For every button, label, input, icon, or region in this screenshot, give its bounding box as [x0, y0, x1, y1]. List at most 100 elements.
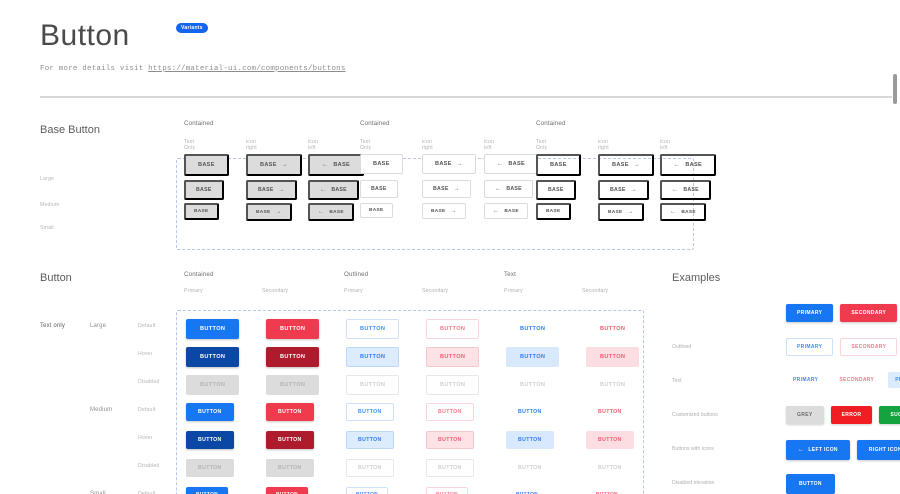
example-button[interactable]: PRIMARY — [786, 372, 825, 388]
matrix-button[interactable]: BUTTON — [346, 459, 394, 477]
example-button[interactable]: PRIMARY — [888, 372, 900, 388]
example-button[interactable]: GREY — [786, 406, 824, 424]
base-button[interactable]: BASE → — [598, 203, 644, 221]
docs-link[interactable]: https://material-ui.com/components/butto… — [148, 65, 346, 73]
base-button[interactable]: BASE → — [598, 180, 649, 200]
matrix-button[interactable]: BUTTON — [506, 487, 548, 494]
matrix-button[interactable]: BUTTON — [586, 403, 634, 421]
matrix-button[interactable]: BUTTON — [426, 347, 480, 367]
example-button-label: SECONDARY — [851, 310, 887, 316]
base-button[interactable]: BASE — [184, 180, 224, 200]
example-button[interactable]: SECONDARY — [840, 338, 898, 356]
matrix-button[interactable]: BUTTON — [586, 459, 634, 477]
base-button-label: BASE — [681, 209, 696, 215]
matrix-button[interactable]: BUTTON — [266, 459, 314, 477]
vertical-scrollbar[interactable] — [892, 0, 899, 494]
matrix-button[interactable]: BUTTON — [266, 375, 320, 395]
matrix-button[interactable]: BUTTON — [186, 459, 234, 477]
button-group-title: Outlined — [344, 271, 369, 278]
scrollbar-thumb[interactable] — [893, 74, 897, 104]
matrix-button[interactable]: BUTTON — [426, 319, 480, 339]
example-button[interactable]: SECONDARY — [840, 304, 898, 322]
matrix-button[interactable]: BUTTON — [346, 403, 394, 421]
base-button[interactable]: BASE — [536, 180, 576, 200]
base-button[interactable]: BASE — [360, 154, 403, 174]
matrix-button[interactable]: BUTTON — [346, 319, 400, 339]
matrix-button[interactable]: BUTTON — [426, 459, 474, 477]
base-button-label: BASE — [331, 187, 347, 193]
base-button[interactable]: ← BASE — [660, 154, 717, 176]
example-button[interactable]: PRIMARY — [786, 338, 834, 356]
base-button[interactable]: BASE — [360, 203, 393, 218]
matrix-button[interactable]: BUTTON — [506, 431, 554, 449]
base-button[interactable]: BASE — [184, 154, 229, 176]
matrix-button[interactable]: BUTTON — [586, 319, 639, 339]
matrix-button[interactable]: BUTTON — [586, 487, 628, 494]
example-button-label: GREY — [797, 412, 813, 418]
matrix-button[interactable]: BUTTON — [186, 431, 234, 449]
base-button[interactable]: BASE — [536, 203, 571, 220]
button-guide-box — [176, 310, 644, 494]
example-button[interactable]: SUCCESS — [879, 406, 900, 424]
example-button[interactable]: PRIMARY — [786, 304, 834, 322]
example-button[interactable]: RIGHT ICON→ — [856, 440, 900, 460]
base-button[interactable]: BASE → — [246, 180, 297, 200]
matrix-button[interactable]: BUTTON — [426, 375, 480, 395]
matrix-button[interactable]: BUTTON — [506, 403, 554, 421]
base-button[interactable]: ← BASE — [484, 180, 533, 198]
base-button-label: BASE — [194, 209, 209, 214]
base-button[interactable]: ← BASE — [660, 180, 711, 200]
base-button[interactable]: BASE — [184, 203, 219, 220]
matrix-button[interactable]: BUTTON — [266, 487, 308, 494]
base-button[interactable]: ← BASE — [308, 180, 359, 200]
button-state-label: Hover — [138, 435, 153, 441]
matrix-button[interactable]: BUTTON — [266, 431, 314, 449]
matrix-button[interactable]: BUTTON — [426, 431, 474, 449]
base-button[interactable]: ← BASE — [484, 203, 528, 219]
matrix-button[interactable]: BUTTON — [586, 375, 639, 395]
base-button[interactable]: BASE → — [246, 154, 303, 176]
matrix-button[interactable]: BUTTON — [186, 403, 234, 421]
example-button[interactable]: ERROR — [830, 406, 873, 424]
matrix-button[interactable]: BUTTON — [506, 347, 560, 367]
matrix-button[interactable]: BUTTON — [346, 347, 400, 367]
base-button[interactable]: ← BASE — [484, 154, 539, 174]
page-header: Button Variants For more details visit h… — [40, 18, 346, 73]
matrix-button[interactable]: BUTTON — [266, 403, 314, 421]
base-button[interactable]: BASE — [536, 154, 581, 176]
example-button[interactable]: ← LEFT ICON — [786, 440, 850, 460]
matrix-button[interactable]: BUTTON — [186, 319, 240, 339]
base-button[interactable]: BASE → — [422, 180, 471, 198]
base-button[interactable]: BASE — [360, 180, 398, 198]
matrix-button[interactable]: BUTTON — [506, 459, 554, 477]
base-section-title: Base Button — [40, 124, 100, 136]
example-button[interactable]: SECONDARY — [832, 372, 881, 388]
matrix-button[interactable]: BUTTON — [186, 487, 228, 494]
base-button[interactable]: BASE → — [422, 203, 466, 219]
matrix-button[interactable]: BUTTON — [186, 375, 240, 395]
base-button[interactable]: ← BASE — [308, 203, 354, 221]
base-button[interactable]: ← BASE — [308, 154, 365, 176]
matrix-button[interactable]: BUTTON — [266, 319, 320, 339]
matrix-button[interactable]: BUTTON — [506, 375, 559, 395]
matrix-button[interactable]: BUTTON — [346, 431, 394, 449]
matrix-button[interactable]: BUTTON — [426, 487, 468, 494]
matrix-button[interactable]: BUTTON — [266, 347, 320, 367]
base-button-label: BASE — [431, 208, 446, 214]
matrix-button[interactable]: BUTTON — [586, 347, 640, 367]
base-button[interactable]: BASE → — [422, 154, 477, 174]
example-button-label: ERROR — [841, 412, 862, 418]
matrix-button[interactable]: BUTTON — [426, 403, 474, 421]
example-button[interactable]: BUTTON — [786, 474, 835, 494]
matrix-button[interactable]: BUTTON — [346, 487, 388, 494]
base-button[interactable]: BASE → — [598, 154, 655, 176]
matrix-button[interactable]: BUTTON — [506, 319, 559, 339]
base-button[interactable]: BASE → — [246, 203, 292, 221]
matrix-button[interactable]: BUTTON — [586, 431, 634, 449]
arrow-left-icon: ← — [318, 209, 325, 215]
arrow-right-icon: → — [627, 209, 634, 215]
base-column-label: Text Only — [184, 139, 196, 151]
matrix-button[interactable]: BUTTON — [346, 375, 400, 395]
matrix-button[interactable]: BUTTON — [186, 347, 240, 367]
base-button[interactable]: ← BASE — [660, 203, 706, 221]
